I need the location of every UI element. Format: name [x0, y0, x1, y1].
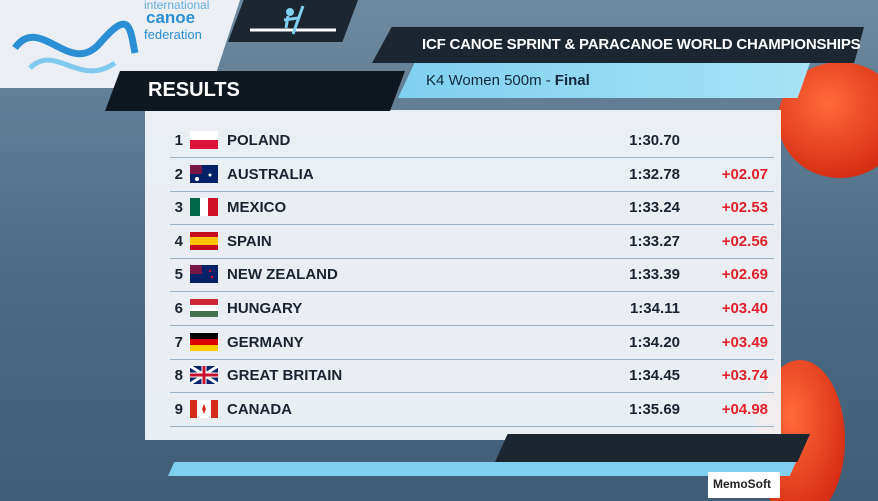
buoy: [778, 62, 878, 178]
rank: 1: [174, 132, 183, 149]
results-panel: [145, 110, 781, 440]
title: ICF CANOE SPRINT & PARACANOE WORLD CHAMP…: [422, 36, 861, 53]
time-diff: +02.69: [721, 266, 768, 284]
time: 1:34.45: [629, 367, 680, 385]
rank: 2: [174, 165, 183, 183]
country: CANADA: [227, 400, 292, 418]
flag: [190, 299, 218, 317]
result-row: 9 CANADA 1:35.69 +04.98: [170, 393, 774, 427]
flag: [190, 164, 218, 183]
phase: Final: [554, 72, 590, 89]
flag: [190, 231, 218, 250]
result-row: 3 MEXICO 1:33.24 +02.53: [170, 191, 774, 226]
result-row: 6 HUNGARY 1:34.11 +03.40: [170, 292, 774, 326]
logo-text: federation: [144, 27, 202, 42]
result-row: 7 GERMANY 1:34.20 +03.49: [170, 326, 774, 360]
country: HUNGARY: [227, 300, 303, 317]
country: MEXICO: [227, 199, 287, 217]
subtitle: K4 Women 500m - Final: [426, 72, 590, 89]
logo-text: international: [144, 0, 210, 12]
sponsor-box: [708, 472, 780, 498]
country: AUSTRALIA: [227, 165, 314, 183]
time: 1:34.11: [629, 300, 680, 317]
rower-icon: [250, 5, 336, 35]
rank: 6: [174, 300, 183, 317]
time: 1:33.27: [629, 232, 680, 250]
time-diff: +04.98: [721, 400, 768, 418]
flag: [190, 131, 218, 149]
flag: [190, 198, 218, 217]
rank: 4: [174, 232, 183, 250]
result-row: 1 POLAND 1:30.70: [170, 124, 774, 158]
country: GREAT BRITAIN: [227, 367, 343, 385]
country: GERMANY: [227, 333, 304, 351]
flag: [190, 332, 218, 351]
country: NEW ZEALAND: [227, 266, 338, 284]
title-bar: [372, 27, 864, 63]
rank: 8: [174, 367, 183, 385]
time-diff: +03.40: [721, 300, 768, 317]
rank: 3: [174, 199, 183, 217]
time: 1:33.24: [629, 199, 680, 217]
icon-bar: [228, 0, 358, 42]
time-diff: +03.74: [721, 367, 768, 385]
time: 1:34.20: [629, 333, 680, 351]
time: 1:30.70: [629, 132, 680, 149]
event: K4 Women 500m -: [426, 72, 551, 89]
logo-wave: [12, 20, 139, 74]
result-row: 5 NEW ZEALAND 1:33.39 +02.69: [170, 258, 774, 293]
flag: [190, 265, 218, 284]
subtitle-bar: [398, 63, 810, 98]
flag: [190, 366, 218, 385]
rank: 9: [174, 400, 183, 418]
flag: [190, 399, 218, 418]
footer-bar: [168, 462, 796, 476]
rank: 5: [174, 266, 183, 284]
time-diff: +02.56: [721, 232, 768, 250]
logo-text: canoe: [146, 8, 196, 27]
country: SPAIN: [227, 232, 272, 250]
time: 1:35.69: [629, 400, 680, 418]
time-diff: +02.53: [721, 199, 768, 217]
footer-bar: [495, 434, 810, 462]
result-row: 4 SPAIN 1:33.27 +02.56: [170, 225, 774, 259]
results-bar: [105, 71, 405, 111]
time-diff: +02.07: [721, 165, 768, 183]
sponsor: MemoSoft: [713, 477, 771, 491]
time: 1:33.39: [629, 266, 680, 284]
result-row: 2 AUSTRALIA 1:32.78 +02.07: [170, 158, 774, 192]
result-row: 8 GREAT BRITAIN 1:34.45 +03.74: [170, 359, 774, 394]
time: 1:32.78: [629, 165, 680, 183]
results-label: RESULTS: [148, 79, 240, 101]
time-diff: +03.49: [721, 333, 768, 351]
country: POLAND: [227, 132, 291, 149]
rank: 7: [174, 333, 183, 351]
